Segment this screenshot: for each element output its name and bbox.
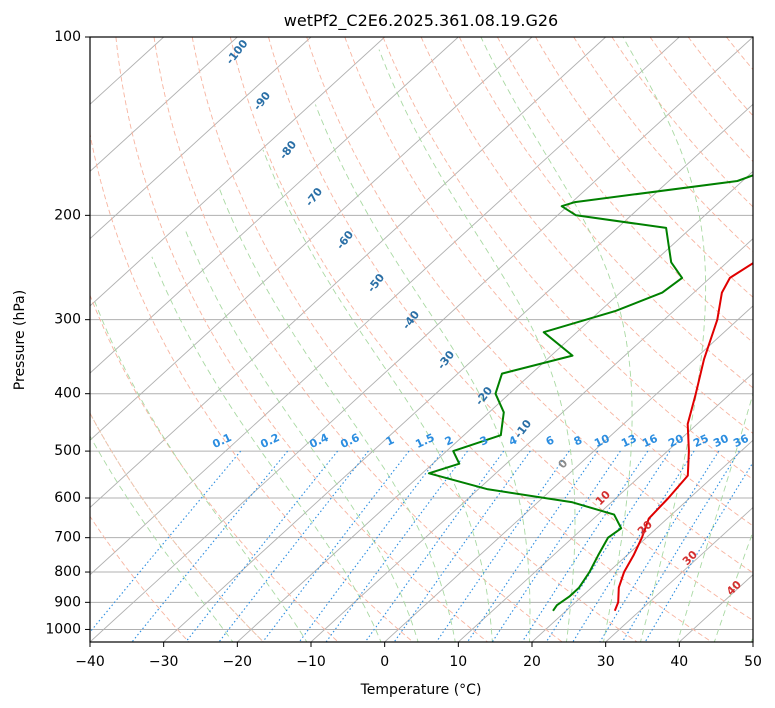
mixing-ratio-line <box>599 450 720 642</box>
dry-adiabat <box>268 37 753 622</box>
isotherm <box>310 238 753 642</box>
isotherm <box>90 37 680 576</box>
isotherm <box>90 37 607 509</box>
isotherm <box>90 37 753 642</box>
isotherm <box>383 305 753 642</box>
mixing-ratio-label: 20 <box>666 432 686 450</box>
sounding-series <box>427 174 753 612</box>
chart-title: wetPf2_C2E6.2025.361.08.19.G26 <box>284 11 558 31</box>
mixing-ratio-line <box>262 450 410 642</box>
moist-adiabat <box>183 227 419 642</box>
mixing-ratio-line <box>491 450 621 642</box>
mixing-ratio-line <box>298 450 444 642</box>
dry-adiabat <box>90 131 414 642</box>
y-tick-label: 700 <box>54 530 81 546</box>
y-tick-label: 600 <box>54 490 81 506</box>
mixing-ratio-line <box>218 450 369 642</box>
mixing-ratio-label: 16 <box>640 432 660 450</box>
mixing-ratio-label: 36 <box>731 432 751 450</box>
x-tick-label: 20 <box>523 654 541 670</box>
dry-adiabat <box>382 37 753 481</box>
mixing-ratio-label: 10 <box>592 432 612 450</box>
dry-adiabat <box>90 515 190 642</box>
x-tick-label: 50 <box>744 654 762 670</box>
plot-frame <box>89 36 754 643</box>
dewpoint-line <box>427 174 753 612</box>
dry-adiabat <box>229 37 713 642</box>
mixing-ratio-line <box>185 450 339 642</box>
y-tick-label: 300 <box>54 312 81 328</box>
axes: −40 −30 −20 −10 0 10 20 30 40 50 100 200 300 400 500 60… <box>45 29 762 670</box>
isotherm <box>604 506 753 642</box>
isotherm <box>457 372 753 642</box>
isotherm <box>162 103 753 642</box>
background-lines <box>90 37 753 642</box>
x-axis-label: Temperature (°C) <box>360 682 482 698</box>
x-tick-label: 0 <box>380 654 389 670</box>
moist-adiabat <box>218 188 456 642</box>
y-tick-label: 1000 <box>45 621 81 637</box>
x-tick-label: −30 <box>149 654 179 670</box>
moist-adiabat <box>90 435 234 642</box>
x-tick-label: −10 <box>296 654 326 670</box>
y-tick-label: 100 <box>54 29 81 45</box>
mixing-ratio-line <box>131 450 289 642</box>
y-tick-label: 800 <box>54 564 81 580</box>
isotherm <box>90 37 533 441</box>
isotherm <box>90 37 238 173</box>
y-tick-label: 400 <box>54 386 81 402</box>
moist-adiabat <box>480 37 633 642</box>
y-tick-label: 500 <box>54 443 81 459</box>
mixing-ratio-line <box>90 450 242 633</box>
x-tick-label: 10 <box>449 654 467 670</box>
y-axis-label: Pressure (hPa) <box>12 290 28 390</box>
moist-adiabat <box>314 104 531 642</box>
mixing-ratio-line <box>393 450 531 642</box>
dry-adiabat <box>344 37 753 527</box>
y-tick-label: 200 <box>54 207 81 223</box>
isotherm <box>90 37 386 307</box>
dry-adiabat <box>115 37 489 642</box>
moist-adiabat <box>622 37 707 642</box>
x-tick-label: 30 <box>597 654 615 670</box>
moist-adiabat <box>676 392 753 642</box>
dry-adiabat <box>153 37 564 642</box>
dry-adiabat <box>420 37 753 435</box>
x-tick-label: −20 <box>223 654 253 670</box>
mixing-ratio-line <box>521 450 649 642</box>
mixing-ratio-label: 13 <box>619 432 638 450</box>
isotherm <box>90 37 312 240</box>
mixing-ratio-label: 30 <box>711 432 731 450</box>
moist-adiabat <box>262 149 493 642</box>
isotherm <box>236 170 753 642</box>
mixing-ratio-line <box>545 450 671 642</box>
dry-adiabat <box>458 37 753 389</box>
y-tick-label: 900 <box>54 594 81 610</box>
mixing-ratio-label: 25 <box>691 432 710 450</box>
isotherm <box>90 37 459 374</box>
mixing-ratio-line <box>621 450 740 642</box>
mixing-ratio-line <box>466 450 599 642</box>
dry-adiabat <box>306 37 753 574</box>
dry-adiabat <box>191 37 638 642</box>
mixing-ratio-line <box>572 450 695 642</box>
temperature-line <box>613 262 753 612</box>
reference-adiabat <box>90 412 265 642</box>
x-tick-label: 40 <box>670 654 688 670</box>
x-tick-label: −40 <box>75 654 105 670</box>
moist-adiabat <box>713 530 753 642</box>
